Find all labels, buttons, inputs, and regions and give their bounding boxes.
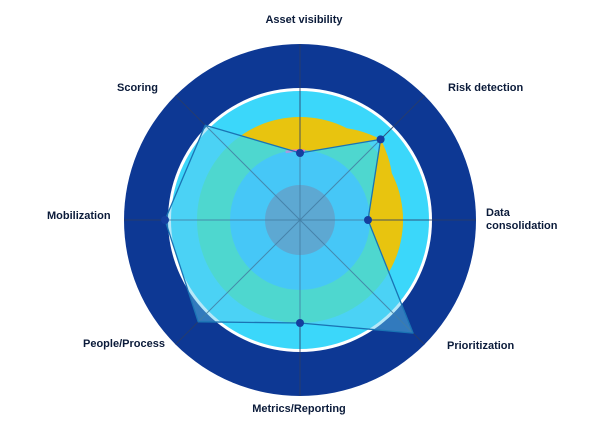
marker-dot-4[interactable] [296,319,304,327]
axis-label-metrics-reporting: Metrics/Reporting [252,403,346,415]
axis-label-people-process: People/Process [83,338,165,350]
benchmark-tick [285,149,305,154]
axis-label-scoring: Scoring [117,82,158,94]
marker-dot-1[interactable] [376,135,385,144]
axis-spoke [299,219,425,345]
axis-spoke [175,95,301,221]
axis-spoke [175,219,301,345]
axis-label-mobilization: Mobilization [47,210,111,222]
axis-spoke [299,95,425,221]
marker-dot-0[interactable] [296,149,304,157]
axis-label-risk-detection: Risk detection [448,82,524,94]
marker-dot-6[interactable] [161,216,169,224]
axis-label-data-consolidation: Data consolidation [486,207,558,232]
axis-label-asset-visibility: Asset visibility [265,14,343,26]
marker-dot-2[interactable] [364,216,372,224]
axis-label-prioritization: Prioritization [447,340,515,352]
